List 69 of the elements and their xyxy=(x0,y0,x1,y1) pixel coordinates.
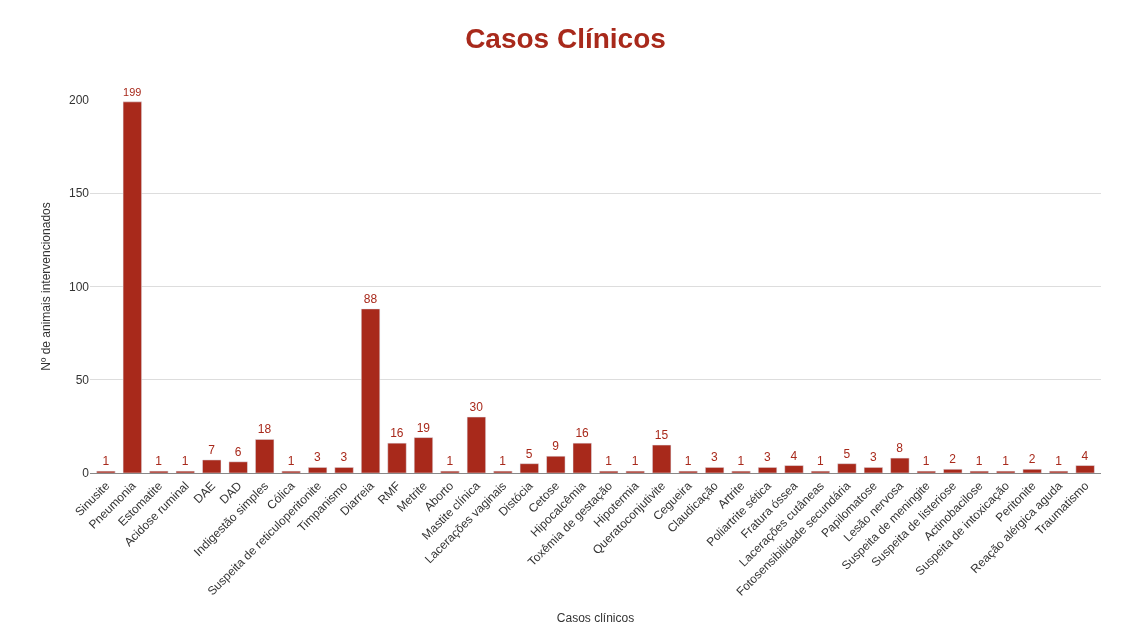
bar xyxy=(228,461,248,473)
data-label: 88 xyxy=(363,291,378,306)
data-label: 1 xyxy=(499,454,507,469)
data-label: 5 xyxy=(843,446,851,461)
y-tick-label: 50 xyxy=(75,372,90,387)
data-label: 4 xyxy=(790,448,798,463)
bar xyxy=(572,442,592,473)
data-label: 1 xyxy=(737,454,745,469)
y-axis-title: Nº de animais intervencionados xyxy=(39,202,54,371)
data-label: 2 xyxy=(949,452,957,467)
data-label: 1 xyxy=(922,454,930,469)
data-label: 2 xyxy=(1028,452,1036,467)
data-label: 8 xyxy=(896,441,904,456)
data-label: 9 xyxy=(552,439,560,454)
data-label: 5 xyxy=(525,446,533,461)
bar xyxy=(705,467,725,473)
data-label: 1 xyxy=(287,454,295,469)
bar xyxy=(413,437,433,473)
data-label: 1 xyxy=(631,454,639,469)
data-label: 6 xyxy=(234,444,242,459)
data-label: 1 xyxy=(155,454,163,469)
bar xyxy=(361,308,381,473)
data-label: 30 xyxy=(469,400,484,415)
y-tick-label: 100 xyxy=(68,279,90,294)
bar xyxy=(308,467,328,473)
bar xyxy=(890,457,910,473)
bar xyxy=(334,467,354,473)
data-label: 1 xyxy=(102,454,110,469)
bar xyxy=(202,459,222,473)
data-label: 1 xyxy=(975,454,983,469)
bar xyxy=(943,469,963,473)
bar xyxy=(519,463,539,473)
data-label: 3 xyxy=(711,450,719,465)
bar xyxy=(546,455,566,473)
bar xyxy=(466,416,486,473)
data-label: 1 xyxy=(1055,454,1063,469)
bar xyxy=(1022,469,1042,473)
data-label: 15 xyxy=(654,428,669,443)
bar xyxy=(122,101,142,473)
data-label: 3 xyxy=(869,450,877,465)
data-label: 18 xyxy=(257,422,272,437)
data-label: 16 xyxy=(575,426,590,441)
data-label: 3 xyxy=(314,450,322,465)
y-tick-label: 200 xyxy=(68,93,90,108)
data-label: 19 xyxy=(416,420,431,435)
data-label: 16 xyxy=(390,426,404,441)
y-tick-label: 150 xyxy=(68,186,90,201)
data-label: 1 xyxy=(446,454,454,469)
data-label: 4 xyxy=(1081,448,1089,463)
data-label: 1 xyxy=(1002,454,1010,469)
data-label: 3 xyxy=(340,450,348,465)
data-label: 199 xyxy=(123,86,142,99)
data-label: 7 xyxy=(208,442,216,457)
bar xyxy=(837,463,857,473)
bar xyxy=(387,442,407,473)
data-label: 1 xyxy=(816,454,824,469)
bar xyxy=(255,439,275,473)
bar xyxy=(784,465,804,473)
data-label: 3 xyxy=(764,450,772,465)
data-label: 1 xyxy=(605,454,613,469)
bar xyxy=(1075,465,1095,473)
y-tick-label: 0 xyxy=(82,466,90,481)
x-axis-title: Casos clínicos xyxy=(556,610,635,625)
chart-title: Casos Clínicos xyxy=(465,23,666,55)
data-label: 1 xyxy=(181,454,189,469)
bar xyxy=(758,467,778,473)
bar xyxy=(863,467,883,473)
bar xyxy=(652,444,672,473)
data-label: 1 xyxy=(684,454,692,469)
